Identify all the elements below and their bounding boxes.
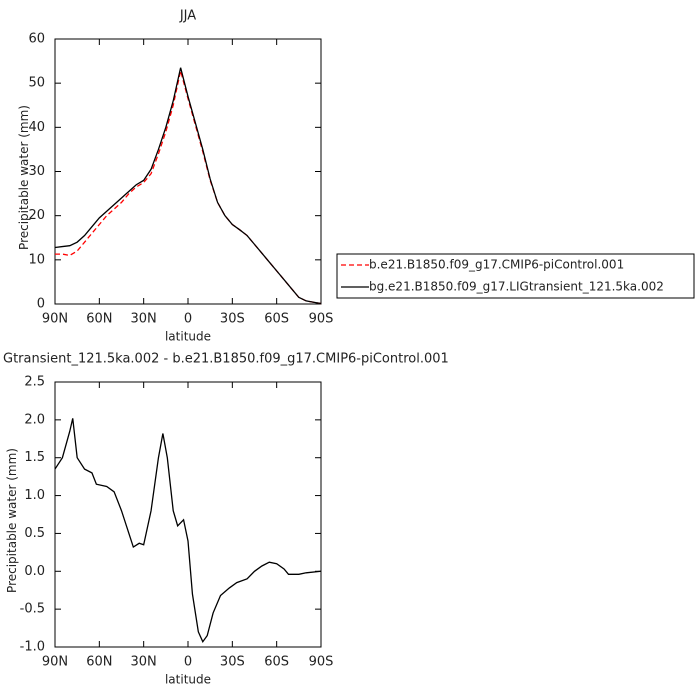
x-tick-label: 90N [42,312,68,327]
y-tick-label: 2.5 [24,375,45,390]
x-tick-label: 0 [184,312,192,327]
x-tick-label: 30S [220,312,245,327]
y-tick-label: 0 [37,297,45,312]
y-axis-label: Precipitable water (mm) [5,448,19,593]
x-tick-label: 0 [184,655,192,670]
y-tick-label: 10 [28,252,45,267]
line-series [54,67,322,305]
legend-label: b.e21.B1850.f09_g17.CMIP6-piControl.001 [369,258,624,272]
x-tick-label: 90S [309,655,334,670]
y-tick-label: 1.5 [24,450,45,465]
y-tick-label: -0.5 [20,602,45,617]
x-tick-label: 30N [131,312,157,327]
x-axis-label: latitude [165,673,211,687]
legend-label: bg.e21.B1850.f09_g17.LIGtransient_121.5k… [369,280,664,294]
x-axis-label: latitude [165,330,211,344]
y-tick-label: 0.5 [24,526,45,541]
y-tick-label: 50 [28,76,45,91]
y-tick-label: 30 [28,164,45,179]
chart-title: JJA [179,9,196,24]
line-series [54,418,322,643]
x-tick-label: 60S [264,312,289,327]
x-tick-label: 60N [86,655,112,670]
y-tick-label: 2.0 [24,412,45,427]
legend-box [336,253,695,299]
x-tick-label: 90N [42,655,68,670]
y-tick-label: 0.0 [24,564,45,579]
y-tick-label: 1.0 [24,488,45,503]
y-tick-label: 60 [28,32,45,47]
y-tick-label: 20 [28,208,45,223]
y-tick-label: -1.0 [20,640,45,655]
y-tick-label: 40 [28,120,45,135]
y-axis-label: Precipitable water (mm) [17,105,31,250]
x-tick-label: 60S [264,655,289,670]
chart-title: Gtransient_121.5ka.002 - b.e21.B1850.f09… [3,352,449,367]
x-tick-label: 90S [309,312,334,327]
x-tick-label: 30N [131,655,157,670]
x-tick-label: 60N [86,312,112,327]
x-tick-label: 30S [220,655,245,670]
